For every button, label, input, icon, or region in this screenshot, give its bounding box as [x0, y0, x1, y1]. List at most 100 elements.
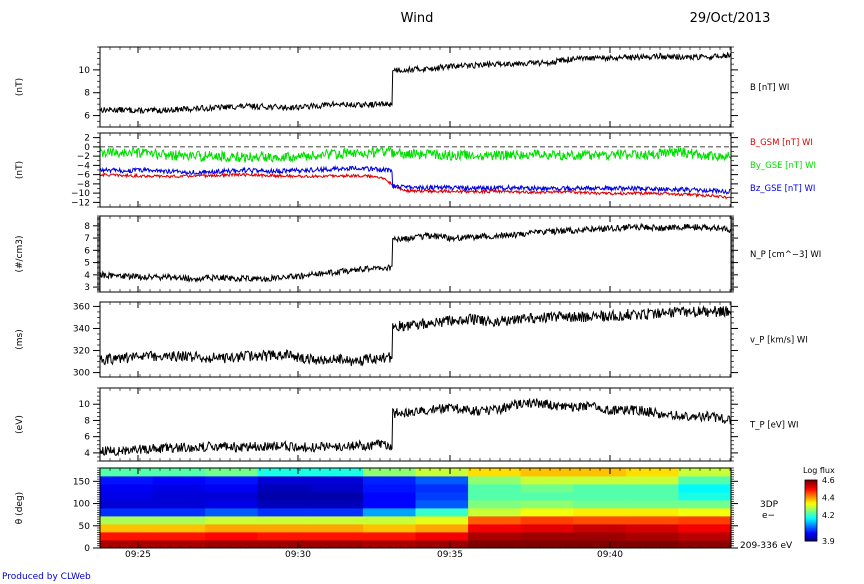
colorbar-segment: [805, 492, 817, 495]
heatmap-cell: [205, 500, 259, 509]
heatmap-cell: [152, 540, 206, 549]
y-tick-label: 300: [73, 369, 90, 379]
heatmap-cell: [152, 492, 206, 501]
heatmap-cell: [257, 532, 311, 541]
colorbar-segment: [805, 510, 817, 513]
y-tick-label: 6: [84, 246, 90, 256]
colorbar-segment: [805, 530, 817, 533]
y-tick-label: 7: [84, 234, 90, 244]
colorbar-segment: [805, 486, 817, 489]
colorbar-tick-label: 4.6: [822, 476, 835, 485]
heatmap-cell: [100, 532, 153, 541]
heatmap-cell: [520, 524, 574, 533]
colorbar-segment: [805, 495, 817, 498]
y-tick-label: 3: [84, 283, 90, 293]
heatmap-cell: [152, 524, 206, 533]
y-tick-label: −4: [77, 161, 91, 171]
legend-label: B_GSM [nT] WI: [750, 138, 813, 148]
plot-title: Wind: [401, 11, 434, 26]
heatmap-cell: [625, 524, 679, 533]
series-line-2-3: [99, 164, 732, 195]
heatmap-cell: [520, 516, 574, 525]
colorbar-segment: [805, 508, 817, 511]
heatmap-cell: [362, 524, 416, 533]
colorbar-segment: [805, 531, 817, 534]
y-axis-label: (#/cm3): [15, 235, 25, 272]
heatmap-cell: [205, 492, 259, 501]
heatmap-cell: [573, 524, 627, 533]
heatmap-cell: [152, 476, 206, 485]
heatmap-cell: [205, 508, 259, 517]
y-axis-label: (nT): [15, 161, 25, 179]
series-sublabel: e−: [762, 511, 775, 521]
y-axis-label: (nT): [15, 78, 25, 96]
colorbar-segment: [805, 501, 817, 504]
heatmap-cell: [520, 540, 574, 549]
heatmap-cell: [100, 468, 153, 477]
colorbar-segment: [805, 487, 817, 490]
colorbar-segment: [805, 515, 817, 518]
heatmap-cell: [625, 476, 679, 485]
heatmap-cell: [205, 484, 259, 493]
heatmap-cell: [362, 516, 416, 525]
heatmap-cell: [468, 516, 522, 525]
heatmap-cell: [415, 532, 469, 541]
heatmap-cell: [625, 500, 679, 509]
colorbar-segment: [805, 525, 817, 528]
series-line-3-1: [99, 222, 732, 284]
heatmap-cell: [415, 476, 469, 485]
heatmap-cell: [205, 532, 259, 541]
heatmap-cell: [310, 484, 364, 493]
heatmap-cell: [415, 500, 469, 509]
colorbar-segment: [805, 512, 817, 515]
heatmap-cell: [625, 492, 679, 501]
y-tick-label: 5: [84, 259, 90, 269]
panel-frame: [99, 46, 732, 128]
heatmap-cell: [678, 492, 732, 501]
x-tick-label: 09:25: [125, 550, 151, 560]
heatmap-cell: [625, 508, 679, 517]
heatmap-cell: [573, 516, 627, 525]
y-tick-label: −10: [71, 189, 90, 199]
heatmap-cell: [362, 532, 416, 541]
heatmap-cell: [205, 524, 259, 533]
legend-label: B [nT] WI: [750, 83, 789, 93]
heatmap-cell: [625, 516, 679, 525]
heatmap-cell: [415, 508, 469, 517]
heatmap-cell: [573, 484, 627, 493]
heatmap-cell: [310, 524, 364, 533]
heatmap-cell: [257, 516, 311, 525]
heatmap-cell: [100, 492, 153, 501]
heatmap-cell: [152, 500, 206, 509]
y-tick-label: 100: [73, 500, 90, 510]
heatmap-cell: [468, 492, 522, 501]
series-line-5-1: [99, 397, 732, 457]
heatmap-cell: [310, 516, 364, 525]
heatmap-cell: [573, 532, 627, 541]
series-label: 3DP: [760, 500, 779, 510]
heatmap-cell: [573, 476, 627, 485]
heatmap-cell: [362, 500, 416, 509]
panel-5: T_P [eV] WI 4 6 8 10 (eV): [15, 387, 799, 462]
colorbar-segment: [805, 489, 817, 492]
colorbar-segment: [805, 493, 817, 496]
colorbar-segment: [805, 518, 817, 521]
heatmap-cell: [678, 500, 732, 509]
plot-date: 29/Oct/2013: [690, 11, 771, 26]
y-tick-label: 8: [84, 89, 90, 99]
colorbar-segment: [805, 524, 817, 527]
heatmap-cell: [100, 524, 153, 533]
colorbar-tick-label: 4.2: [822, 511, 835, 520]
panel-frame: [99, 132, 732, 208]
y-tick-label: 360: [73, 302, 90, 312]
heatmap-cell: [468, 532, 522, 541]
colorbar-segment: [805, 480, 817, 483]
y-tick-label: −2: [77, 152, 90, 162]
heatmap-cell: [468, 540, 522, 549]
heatmap-cell: [100, 476, 153, 485]
heatmap-cell: [310, 492, 364, 501]
y-tick-label: 8: [84, 416, 90, 426]
heatmap-cell: [415, 468, 469, 477]
